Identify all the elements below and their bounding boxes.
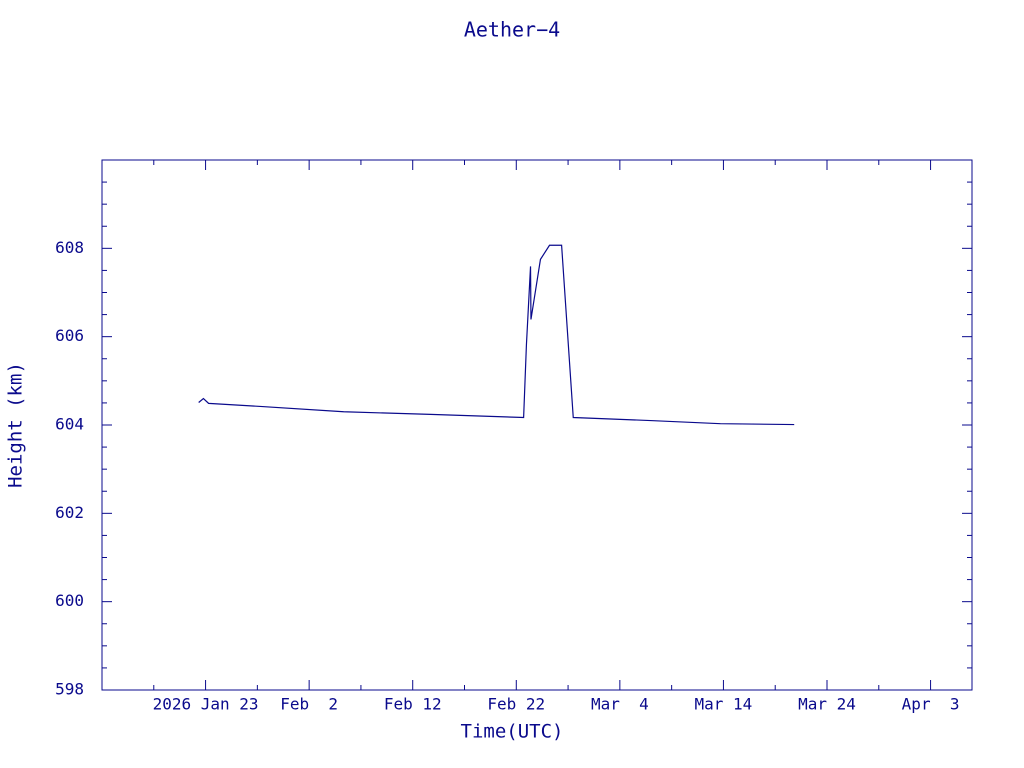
y-tick-label: 602 [55,503,84,522]
x-tick-label: Mar 4 [591,695,649,714]
y-tick-label: 604 [55,415,84,434]
x-tick-label: Mar 14 [695,695,753,714]
y-tick-label: 600 [55,591,84,610]
y-tick-label: 598 [55,680,84,699]
plot-frame [101,159,973,691]
y-tick-label: 606 [55,326,84,345]
x-axis-label: Time(UTC) [461,721,564,743]
x-tick-label: Feb 12 [384,695,442,714]
x-tick-label: Mar 24 [798,695,856,714]
y-tick-label: 608 [55,238,84,257]
x-tick-label: Feb 22 [487,695,545,714]
x-tick-label: Feb 2 [280,695,338,714]
y-axis-label: Height (km) [5,362,27,488]
data-line [198,244,795,426]
chart-title: Aether−4 [464,18,560,42]
x-tick-label: Apr 3 [902,695,960,714]
x-tick-label: 2026 Jan 23 [153,695,259,714]
